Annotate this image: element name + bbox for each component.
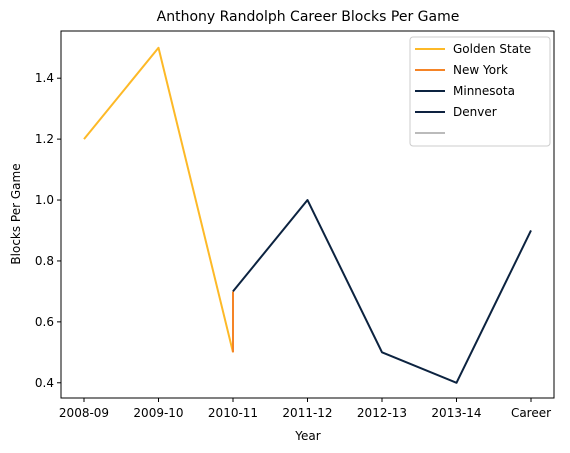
legend-label-0: Golden State: [453, 42, 531, 56]
y-tick-label-2: 0.8: [35, 254, 54, 268]
series-line-0: [83, 46, 234, 353]
x-tick-label-3: 2011-12: [282, 406, 332, 420]
legend-label-1: New York: [453, 63, 508, 77]
x-axis-label: Year: [294, 429, 320, 443]
x-tick-label-2: 2010-11: [208, 406, 258, 420]
x-tick-label-6: Career: [511, 406, 551, 420]
x-axis: 2008-09 2009-10 2010-11 2011-12 2012-13 2013-…: [59, 398, 551, 420]
x-tick-label-0: 2008-09: [59, 406, 109, 420]
x-tick-label-4: 2012-13: [357, 406, 407, 420]
y-tick-label-5: 1.4: [35, 71, 54, 85]
series-layer: [83, 46, 532, 384]
chart-title: Anthony Randolph Career Blocks Per Game: [157, 9, 460, 25]
x-tick-label-5: 2013-14: [431, 406, 481, 420]
y-tick-label-4: 1.2: [35, 132, 54, 146]
legend: Golden State New York Minnesota Denver: [409, 36, 551, 147]
y-tick-label-1: 0.6: [35, 315, 54, 329]
y-tick-label-0: 0.4: [35, 376, 54, 390]
legend-box: [409, 36, 551, 147]
x-tick-label-1: 2009-10: [133, 406, 183, 420]
y-axis: 0.4 0.6 0.8 1.0 1.2 1.4: [35, 71, 61, 390]
y-tick-label-3: 1.0: [35, 193, 54, 207]
legend-label-3: Denver: [453, 105, 497, 119]
legend-label-2: Minnesota: [453, 84, 515, 98]
series-line-2: [232, 199, 532, 384]
y-axis-label: Blocks Per Game: [9, 163, 23, 264]
